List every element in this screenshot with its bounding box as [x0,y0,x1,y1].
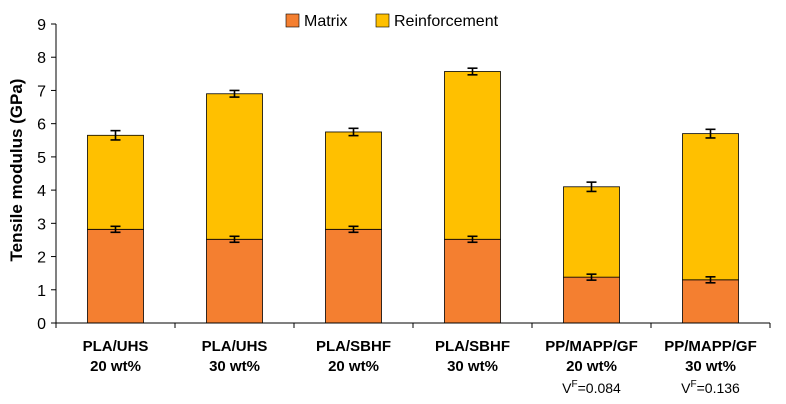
bar-matrix [206,238,263,324]
error-bar-matrix [110,225,121,234]
legend-item-matrix: Matrix [285,13,348,30]
x-tick-label-line2: 20 wt% [328,358,379,375]
y-axis-label: Tensile modulus (GPa) [7,79,26,262]
legend-label: Reinforcement [394,13,499,30]
y-tick-label: 6 [37,117,46,134]
legend-label: Matrix [304,13,348,30]
error-bar-matrix [705,276,716,284]
legend-item-reinforcement: Reinforcement [375,13,499,30]
error-bars [110,67,716,284]
legend-swatch [285,13,300,28]
bar-reinforcement [444,71,501,240]
error-bar-reinforcement [110,129,121,141]
y-tick-label: 3 [37,216,46,233]
bar-reinforcement [563,186,620,278]
y-tick-label: 4 [37,183,46,200]
bar-reinforcement [682,133,739,281]
error-bar-reinforcement [705,128,716,139]
bar-matrix [682,279,739,324]
x-tick-label-line2: 20 wt% [566,358,617,375]
x-tick-label-line2: 30 wt% [685,358,736,375]
bar-matrix [325,228,382,324]
x-tick-label-line1: PLA/UHS [83,338,149,355]
x-tick-annotation: VF=0.084 [562,379,621,396]
error-bar-matrix [229,235,240,244]
error-bar-reinforcement [586,181,597,193]
legend: Matrix Reinforcement [285,13,499,30]
y-tick-label: 0 [37,316,46,333]
bar-matrix [563,276,620,324]
x-tick-label-line2: 20 wt% [90,358,141,375]
error-bar-reinforcement [348,127,359,137]
x-tick-label-line1: PLA/SBHF [316,338,391,355]
x-tick-label-line2: 30 wt% [209,358,260,375]
y-tick-label: 7 [37,83,46,100]
legend-swatch [375,13,390,28]
x-tick-label-line2: 30 wt% [447,358,498,375]
x-tick-label-line1: PP/MAPP/GF [545,338,638,355]
error-bar-matrix [348,225,359,234]
bar-reinforcement [325,131,382,230]
error-bar-reinforcement [467,67,478,76]
x-tick-label-line1: PLA/UHS [202,338,268,355]
error-bar-reinforcement [229,89,240,98]
x-axis: PLA/UHS 20 wt% PLA/UHS 30 wt% PLA/SBHF 20 wt%… [55,322,771,396]
y-tick-label: 5 [37,150,46,167]
bar-reinforcement [87,134,144,230]
y-tick-label: 1 [37,283,46,300]
bars [87,71,739,324]
bar-matrix [444,238,501,324]
error-bar-matrix [467,235,478,244]
y-axis: 0 1 2 3 4 5 6 7 8 9 [37,17,57,333]
error-bar-matrix [586,273,597,281]
y-tick-label: 8 [37,50,46,67]
bar-reinforcement [206,93,263,240]
x-tick-annotation: VF=0.136 [681,379,740,396]
x-tick-label-line1: PLA/SBHF [435,338,510,355]
y-tick-label: 9 [37,17,46,34]
x-tick-label-line1: PP/MAPP/GF [664,338,757,355]
y-tick-label: 2 [37,250,46,267]
bar-matrix [87,228,144,324]
